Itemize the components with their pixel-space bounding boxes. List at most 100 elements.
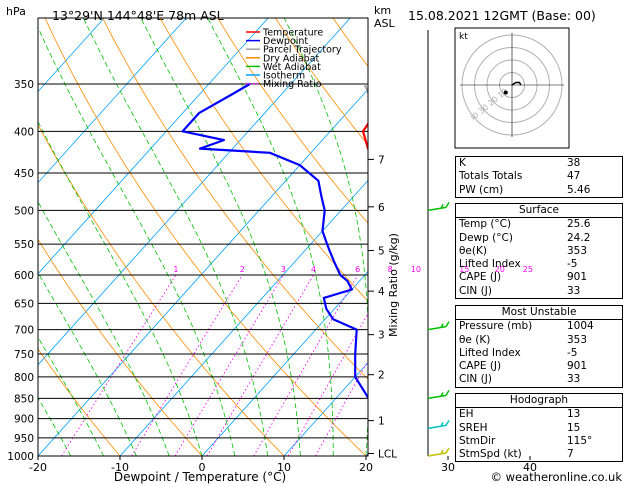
index-value: 33 [567,373,581,386]
index-label: SREH [459,421,488,434]
index-value: 901 [567,360,588,373]
index-label: Temp (°C) [455,217,564,232]
index-label: CIN (J) [459,373,492,386]
index-value: 5.46 [567,183,591,196]
index-value: 353 [567,333,588,346]
mixing-ratio-line [253,274,359,456]
index-value: 7 [567,448,574,461]
index-row: Totals Totals 47 [456,170,623,183]
pressure-tick-label: 700 [14,325,34,337]
index-label: K [459,157,466,169]
general-indices-table: K 38 Totals Totals 47 PW (cm) 5.46 [455,156,623,198]
height-tick-label: 5 [378,246,385,258]
index-value: 13 [564,407,623,422]
index-value: 15 [567,421,581,434]
pressure-tick-label: 600 [14,270,34,282]
hodograph-title: Hodograph [509,394,569,406]
index-label: StmDir [459,434,496,447]
datetime-title: 15.08.2021 12GMT (Base: 00) [408,8,596,23]
index-row: PW (cm) 5.46 [456,184,623,198]
mixing-ratio-label: 10 [411,265,421,274]
mixing-ratio-label: 1 [173,265,178,274]
index-label: Lifted Index [459,258,521,271]
hodograph-storm-motion [503,90,508,95]
dry-adiabat-line [274,18,368,146]
index-value: 24.2 [567,231,591,244]
wind-barb [427,447,450,457]
wet-adiabat-line [38,26,236,456]
surface-title: Surface [518,204,559,216]
height-tick-label: 3 [378,330,385,342]
pressure-tick-label: 1000 [7,451,34,463]
index-row: Temp (°C) 25.6 [455,217,623,232]
pressure-tick-label: 500 [14,205,34,217]
legend-label: Isotherm [263,71,305,82]
index-label: Lifted Index [459,346,521,359]
legend-label: Dewpoint [263,36,308,47]
mixing-ratio-line [174,274,284,456]
height-tick-label: LCL [378,449,397,461]
wind-barbs [427,202,450,457]
mixing-ratio-label: 2 [240,265,245,274]
mixing-ratio-line [366,453,368,456]
wet-adiabat-line [283,18,368,456]
height-tick-label: 7 [378,154,385,166]
index-label: Pressure (mb) [455,319,564,334]
index-value: 1004 [564,319,623,334]
index-value: 33 [567,284,581,297]
pressure-tick-label: 450 [14,168,34,180]
profile-series [181,83,368,404]
wind-barb [427,321,450,331]
height-tick-label: 6 [378,202,385,214]
wet-adiabat-line [38,120,203,456]
index-label: Totals Totals [459,170,523,183]
hodograph-table: Hodograph EH 13 SREH 15 StmDir 115° StmSpd (kt… [455,393,623,463]
legend-label: Wet Adiabat [263,62,321,73]
isobar-lines [38,83,368,456]
index-value: 38 [567,157,581,169]
index-label: CAPE (J) [459,271,502,284]
mixing-ratio-label: 4 [311,265,316,274]
wet-adiabat-line [38,397,72,456]
mixing-ratio-label: 20 [495,265,505,274]
series-dewpoint [181,83,368,404]
index-row: StmDir 115° [456,435,623,448]
isotherm-line [38,18,269,275]
dry-adiabat-lines [38,18,368,456]
temperature-tick-label: 20 [359,461,373,474]
index-row: Lifted Index -5 [456,347,623,360]
temperature-tick-label: 10 [277,461,291,474]
dry-adiabat-line [44,18,367,456]
mixing-ratio-label: 25 [523,265,533,274]
wet-adiabat-line [82,18,268,456]
isotherm-line [283,362,368,456]
mixing-ratio-line [287,312,368,456]
wind-barb [427,390,450,400]
wet-adiabat-line [207,18,334,456]
mixing-ratio-label: 15 [459,265,469,274]
index-row: CIN (J) 33 [456,285,623,299]
wet-adiabat-line [38,200,170,456]
index-row: StmSpd (kt) 7 [456,448,623,462]
index-label: PW (cm) [459,183,504,196]
index-row: SREH 15 [456,422,623,435]
wet-adiabat-line [140,18,301,456]
pressure-tick-label: 750 [14,349,34,361]
index-label: Dewp (°C) [459,231,513,244]
index-value: -5 [567,258,578,271]
temperature-tick-label: 40 [523,461,537,474]
temperature-tick-label: 30 [441,461,455,474]
wind-barb [427,419,450,430]
mixing-ratio-line [131,274,243,456]
legend-label: Dry Adiabat [263,53,320,64]
height-tick-label: 2 [378,370,385,382]
plot-frame [37,17,369,457]
mixing-ratio-line [206,274,314,456]
temperature-tick-label: -20 [29,461,47,474]
legend-label: Parcel Trajectory [263,45,342,56]
index-row: θe(K) 353 [456,245,623,258]
mixing-ratio-axis-label: Mixing Ratio (g/kg) [387,233,400,337]
